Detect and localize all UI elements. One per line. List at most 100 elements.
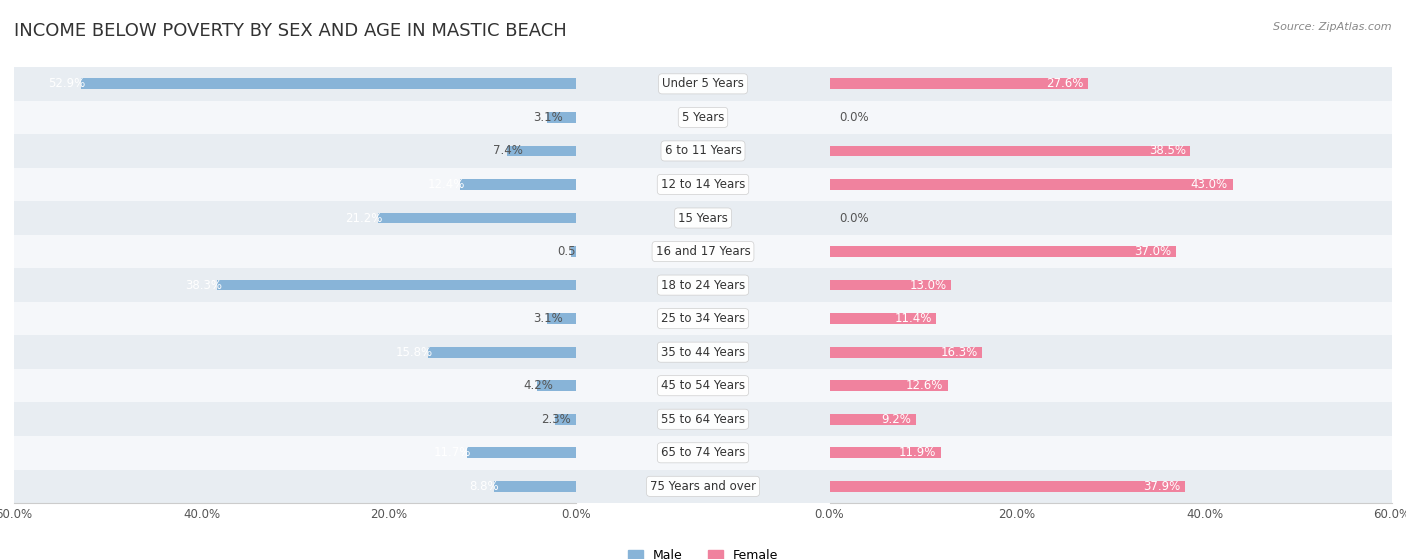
Text: 37.0%: 37.0% <box>1135 245 1171 258</box>
Bar <box>830 78 1088 89</box>
Text: 8.8%: 8.8% <box>470 480 499 493</box>
Bar <box>14 134 576 168</box>
Bar <box>537 380 576 391</box>
Bar <box>14 302 576 335</box>
Bar <box>576 134 830 168</box>
Text: 0.0%: 0.0% <box>839 211 869 225</box>
Bar <box>547 112 576 123</box>
Bar <box>830 447 941 458</box>
Text: 9.2%: 9.2% <box>882 413 911 426</box>
Bar <box>14 168 576 201</box>
Bar <box>576 436 830 470</box>
Bar <box>378 212 576 224</box>
Bar <box>830 347 983 358</box>
Text: 6 to 11 Years: 6 to 11 Years <box>665 144 741 158</box>
Text: 65 to 74 Years: 65 to 74 Years <box>661 446 745 459</box>
Text: 16.3%: 16.3% <box>941 345 977 359</box>
Text: 38.5%: 38.5% <box>1149 144 1185 158</box>
Text: 18 to 24 Years: 18 to 24 Years <box>661 278 745 292</box>
Bar <box>467 447 576 458</box>
Bar <box>576 335 830 369</box>
Bar <box>576 470 830 503</box>
Bar <box>830 402 1392 436</box>
Text: 15.8%: 15.8% <box>396 345 433 359</box>
Text: 35 to 44 Years: 35 to 44 Years <box>661 345 745 359</box>
Bar <box>830 470 1392 503</box>
Bar <box>576 201 830 235</box>
Bar <box>576 67 830 101</box>
Bar <box>830 313 936 324</box>
Bar <box>494 481 576 492</box>
Bar <box>218 280 576 291</box>
Bar <box>576 302 830 335</box>
Text: 38.3%: 38.3% <box>186 278 222 292</box>
Bar <box>830 481 1185 492</box>
Text: 16 and 17 Years: 16 and 17 Years <box>655 245 751 258</box>
Text: 11.4%: 11.4% <box>894 312 932 325</box>
Bar <box>576 101 830 134</box>
Text: Source: ZipAtlas.com: Source: ZipAtlas.com <box>1274 22 1392 32</box>
Text: 27.6%: 27.6% <box>1046 77 1084 91</box>
Bar <box>460 179 576 190</box>
Bar <box>830 335 1392 369</box>
Text: 0.0%: 0.0% <box>839 111 869 124</box>
Bar <box>14 235 576 268</box>
Bar <box>14 436 576 470</box>
Bar <box>576 268 830 302</box>
Bar <box>830 101 1392 134</box>
Text: 7.4%: 7.4% <box>494 144 523 158</box>
Text: 15 Years: 15 Years <box>678 211 728 225</box>
Text: Under 5 Years: Under 5 Years <box>662 77 744 91</box>
Bar <box>555 414 576 425</box>
Bar <box>576 168 830 201</box>
Bar <box>14 369 576 402</box>
Bar <box>830 235 1392 268</box>
Text: 75 Years and over: 75 Years and over <box>650 480 756 493</box>
Bar <box>14 67 576 101</box>
Text: 5 Years: 5 Years <box>682 111 724 124</box>
Bar <box>429 347 576 358</box>
Bar <box>14 201 576 235</box>
Bar <box>14 402 576 436</box>
Text: 3.1%: 3.1% <box>533 312 562 325</box>
Bar <box>14 335 576 369</box>
Bar <box>830 369 1392 402</box>
Bar <box>576 369 830 402</box>
Bar <box>830 145 1191 157</box>
Text: INCOME BELOW POVERTY BY SEX AND AGE IN MASTIC BEACH: INCOME BELOW POVERTY BY SEX AND AGE IN M… <box>14 22 567 40</box>
Bar <box>830 280 952 291</box>
Bar <box>830 246 1177 257</box>
Bar <box>14 470 576 503</box>
Bar <box>830 414 915 425</box>
Bar <box>576 235 830 268</box>
Bar <box>830 168 1392 201</box>
Text: 12.4%: 12.4% <box>427 178 465 191</box>
Bar <box>14 268 576 302</box>
Text: 52.9%: 52.9% <box>48 77 86 91</box>
Bar <box>830 302 1392 335</box>
Bar <box>830 67 1392 101</box>
Bar <box>571 246 576 257</box>
Text: 12 to 14 Years: 12 to 14 Years <box>661 178 745 191</box>
Text: 11.9%: 11.9% <box>898 446 936 459</box>
Bar <box>547 313 576 324</box>
Bar <box>830 201 1392 235</box>
Text: 12.6%: 12.6% <box>905 379 943 392</box>
Text: 45 to 54 Years: 45 to 54 Years <box>661 379 745 392</box>
Text: 25 to 34 Years: 25 to 34 Years <box>661 312 745 325</box>
Bar <box>576 402 830 436</box>
Legend: Male, Female: Male, Female <box>623 544 783 559</box>
Text: 3.1%: 3.1% <box>533 111 562 124</box>
Bar <box>14 101 576 134</box>
Bar <box>80 78 576 89</box>
Text: 55 to 64 Years: 55 to 64 Years <box>661 413 745 426</box>
Bar <box>830 268 1392 302</box>
Bar <box>830 436 1392 470</box>
Text: 21.2%: 21.2% <box>344 211 382 225</box>
Text: 4.2%: 4.2% <box>523 379 553 392</box>
Text: 0.54%: 0.54% <box>557 245 595 258</box>
Text: 37.9%: 37.9% <box>1143 480 1180 493</box>
Bar <box>830 380 948 391</box>
Bar <box>830 179 1233 190</box>
Text: 13.0%: 13.0% <box>910 278 946 292</box>
